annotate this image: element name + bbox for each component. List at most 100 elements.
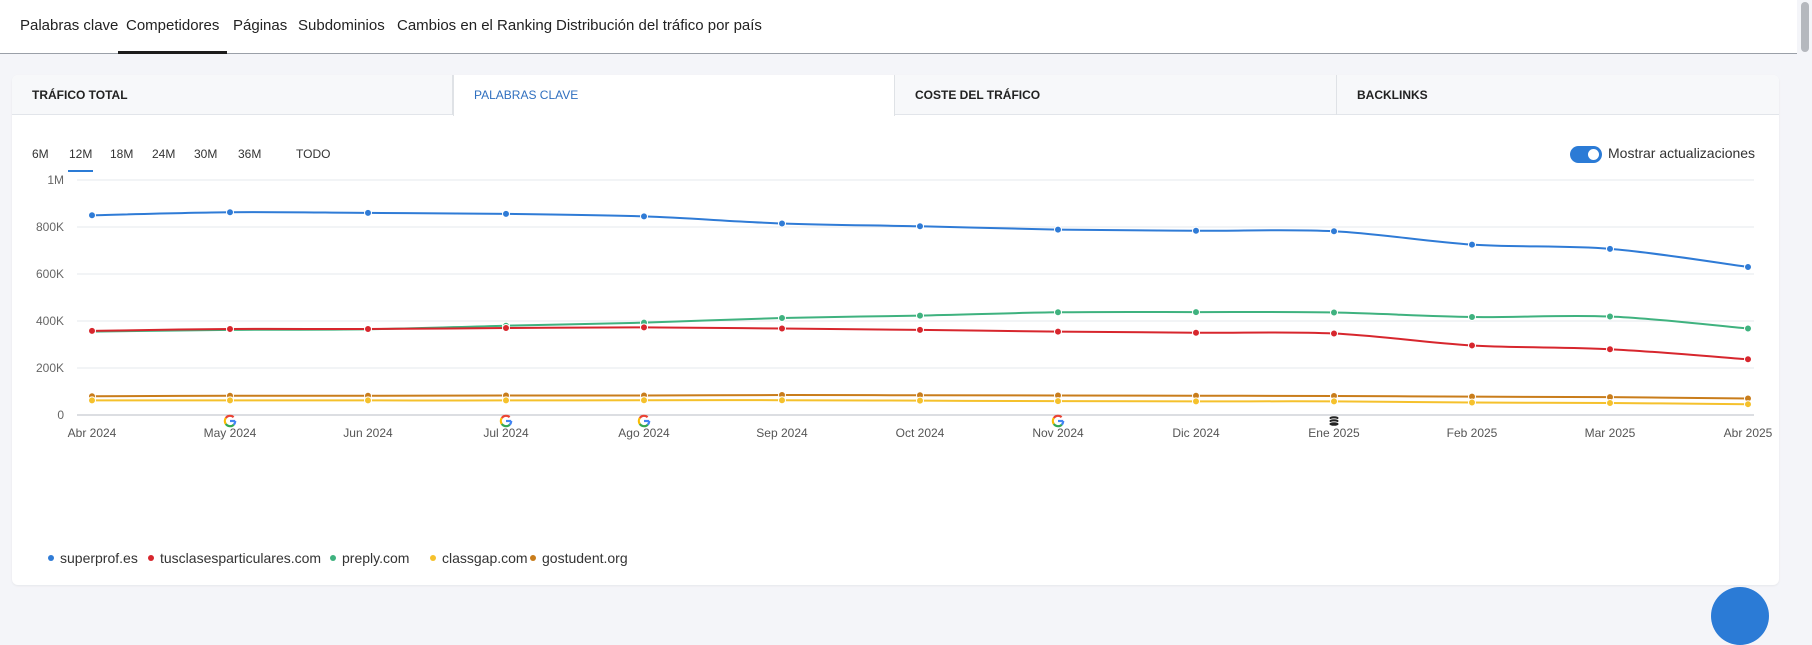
data-point xyxy=(1606,244,1614,253)
data-point xyxy=(1744,355,1752,364)
data-point xyxy=(1192,397,1200,406)
data-point xyxy=(1054,225,1062,234)
data-point xyxy=(1606,312,1614,321)
legend-dot-icon xyxy=(430,555,436,561)
legend-label: preply.com xyxy=(342,550,410,566)
legend-item[interactable]: superprof.es xyxy=(48,550,138,566)
x-tick-label: Sep 2024 xyxy=(756,426,808,440)
tab-palabras-clave-metric[interactable]: PALABRAS CLAVE xyxy=(453,75,895,116)
database-icon[interactable] xyxy=(1328,415,1340,427)
data-point xyxy=(1606,399,1614,408)
data-point xyxy=(1744,324,1752,333)
tab-coste-trafico[interactable]: COSTE DEL TRÁFICO xyxy=(895,75,1337,115)
data-point xyxy=(226,396,234,405)
y-tick-label: 400K xyxy=(36,314,64,328)
tab-distribucion-trafico[interactable]: Distribución del tráfico por país xyxy=(556,17,762,34)
page-scrollbar[interactable] xyxy=(1797,0,1812,601)
legend-label: tusclasesparticulares.com xyxy=(160,550,322,566)
x-tick-label: May 2024 xyxy=(204,426,257,440)
data-point xyxy=(1330,308,1338,317)
data-point xyxy=(1744,400,1752,409)
tab-paginas[interactable]: Páginas xyxy=(233,17,288,34)
data-point xyxy=(502,324,510,333)
range-todo[interactable]: TODO xyxy=(296,147,331,161)
metric-tabs: TRÁFICO TOTAL PALABRAS CLAVE COSTE DEL T… xyxy=(12,75,1779,116)
data-point xyxy=(916,396,924,405)
data-point xyxy=(778,313,786,322)
data-point xyxy=(1054,308,1062,317)
legend-dot-icon xyxy=(48,555,54,561)
legend-label: gostudent.org xyxy=(542,550,628,566)
data-point xyxy=(1468,398,1476,407)
scrollbar-thumb[interactable] xyxy=(1801,2,1809,52)
legend-label: classgap.com xyxy=(442,550,528,566)
data-point xyxy=(364,208,372,217)
x-tick-label: Ene 2025 xyxy=(1308,426,1360,440)
range-24m[interactable]: 24M xyxy=(152,147,176,161)
x-tick-label: Abr 2025 xyxy=(1724,426,1773,440)
data-point xyxy=(502,396,510,405)
toggle-switch[interactable] xyxy=(1570,146,1602,163)
data-point xyxy=(1054,397,1062,406)
data-point xyxy=(1468,313,1476,322)
legend-dot-icon xyxy=(330,555,336,561)
top-navigation: Palabras clave Competidores Páginas Subd… xyxy=(0,0,1797,54)
google-icon[interactable] xyxy=(499,414,513,428)
x-tick-label: Jul 2024 xyxy=(483,426,529,440)
x-tick-label: Feb 2025 xyxy=(1447,426,1498,440)
x-tick-label: Oct 2024 xyxy=(896,426,945,440)
tab-palabras-clave[interactable]: Palabras clave xyxy=(20,17,119,34)
range-36m[interactable]: 36M xyxy=(238,147,262,161)
tab-backlinks[interactable]: BACKLINKS xyxy=(1357,88,1428,102)
data-point xyxy=(640,212,648,221)
data-point xyxy=(778,219,786,228)
data-point xyxy=(916,311,924,320)
data-point xyxy=(1606,345,1614,354)
x-tick-label: Jun 2024 xyxy=(343,426,393,440)
legend-item[interactable]: tusclasesparticulares.com xyxy=(148,550,321,566)
x-tick-label: Ago 2024 xyxy=(618,426,670,440)
x-tick-label: Dic 2024 xyxy=(1172,426,1220,440)
range-12m[interactable]: 12M xyxy=(67,147,94,172)
data-point xyxy=(1192,328,1200,337)
x-tick-label: Mar 2025 xyxy=(1585,426,1636,440)
tab-subdominios[interactable]: Subdominios xyxy=(298,17,385,34)
toggle-label: Mostrar actualizaciones xyxy=(1608,145,1756,161)
google-icon[interactable] xyxy=(223,414,237,428)
legend-item[interactable]: classgap.com xyxy=(430,550,528,566)
help-chat-button[interactable] xyxy=(1711,587,1769,645)
data-point xyxy=(226,208,234,217)
data-point xyxy=(916,222,924,231)
data-point xyxy=(640,396,648,405)
competitors-chart-card: TRÁFICO TOTAL PALABRAS CLAVE COSTE DEL T… xyxy=(12,75,1779,585)
tab-competidores[interactable]: Competidores xyxy=(118,0,228,54)
data-point xyxy=(1192,308,1200,317)
data-point xyxy=(88,211,96,220)
legend-item[interactable]: gostudent.org xyxy=(530,550,628,566)
data-point xyxy=(778,324,786,333)
data-point xyxy=(1468,341,1476,350)
x-tick-label: Abr 2024 xyxy=(68,426,117,440)
range-18m[interactable]: 18M xyxy=(110,147,134,161)
y-tick-label: 1M xyxy=(47,175,64,187)
data-point xyxy=(502,209,510,218)
data-point xyxy=(778,396,786,405)
y-tick-label: 800K xyxy=(36,220,64,234)
range-6m[interactable]: 6M xyxy=(32,147,49,161)
data-point xyxy=(1054,327,1062,336)
legend-item[interactable]: preply.com xyxy=(330,550,409,566)
google-icon[interactable] xyxy=(1051,414,1065,428)
tab-cambios-ranking[interactable]: Cambios en el Ranking xyxy=(397,17,553,34)
data-point xyxy=(640,323,648,332)
tab-trafico-total[interactable]: TRÁFICO TOTAL xyxy=(12,75,453,115)
x-tick-label: Nov 2024 xyxy=(1032,426,1084,440)
data-point xyxy=(1330,227,1338,236)
legend-dot-icon xyxy=(530,555,536,561)
data-point xyxy=(916,325,924,334)
series-line xyxy=(91,211,1749,268)
data-point xyxy=(1192,226,1200,235)
range-30m[interactable]: 30M xyxy=(194,147,218,161)
data-point xyxy=(1744,262,1752,271)
google-icon[interactable] xyxy=(637,414,651,428)
toggle-knob xyxy=(1588,149,1599,160)
